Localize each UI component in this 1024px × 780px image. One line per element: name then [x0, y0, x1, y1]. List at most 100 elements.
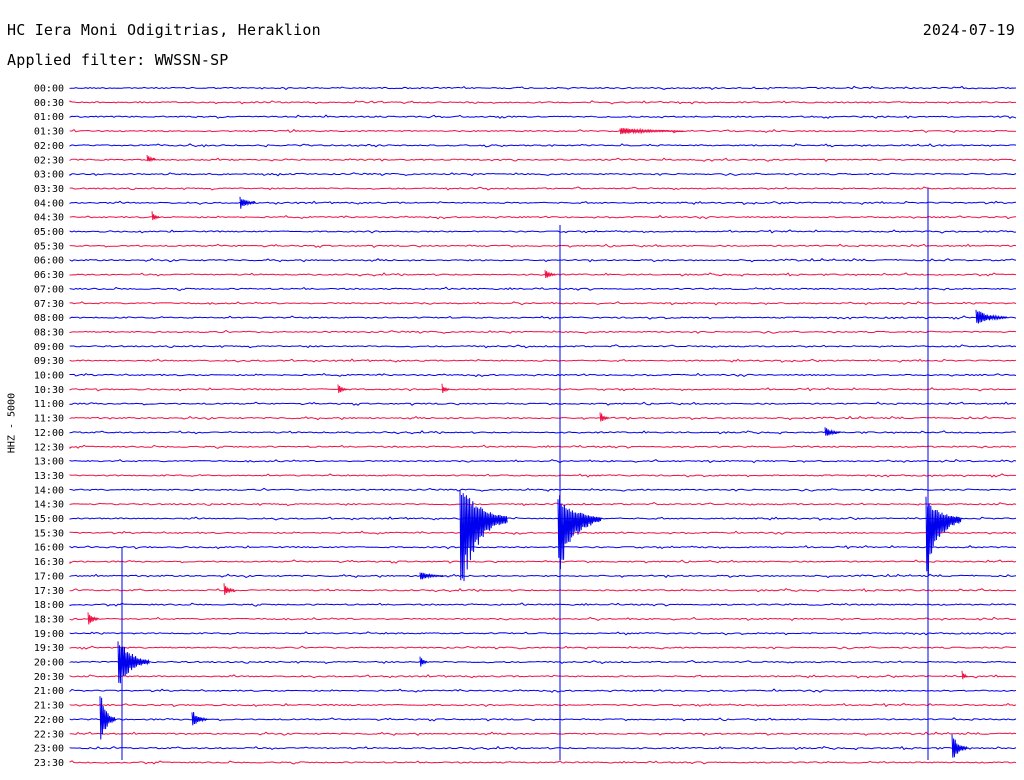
row-label: 11:00	[34, 399, 64, 410]
row-label: 14:30	[34, 500, 64, 511]
row-label: 01:00	[34, 112, 64, 123]
row-label: 18:00	[34, 600, 64, 611]
trace-line	[69, 631, 1017, 636]
row-label: 09:30	[34, 356, 64, 367]
filter-label: Applied filter: WWSSN-SP	[7, 51, 229, 69]
trace-line	[69, 401, 1017, 406]
row-label: 15:30	[34, 528, 64, 539]
row-label: 05:30	[34, 241, 64, 252]
trace-line	[69, 415, 1017, 421]
trace-line	[69, 674, 1017, 679]
trace-line	[69, 731, 1017, 736]
event-burst	[191, 711, 208, 726]
row-label: 02:30	[34, 155, 64, 166]
trace-group	[69, 85, 1017, 765]
row-label: 09:00	[34, 342, 64, 353]
row-label: 01:30	[34, 127, 64, 138]
event-burst	[925, 496, 962, 575]
row-label: 22:00	[34, 715, 64, 726]
trace-line	[69, 745, 1017, 751]
row-label: 19:30	[34, 643, 64, 654]
row-label: 21:30	[34, 701, 64, 712]
row-label: 12:00	[34, 428, 64, 439]
trace-line	[69, 502, 1017, 507]
trace-line	[69, 530, 1017, 536]
trace-line	[69, 114, 1017, 119]
row-label: 02:00	[34, 141, 64, 152]
row-label: 15:00	[34, 514, 64, 525]
row-label: 00:30	[34, 98, 64, 109]
date-label: 2024-07-19	[922, 21, 1015, 39]
row-label: 05:00	[34, 227, 64, 238]
trace-line	[69, 257, 1017, 263]
row-label: 04:30	[34, 213, 64, 224]
row-label: 16:30	[34, 557, 64, 568]
trace-line	[69, 688, 1017, 693]
trace-line	[69, 444, 1017, 450]
event-burst	[117, 641, 150, 684]
trace-line	[69, 760, 1017, 765]
row-label: 12:30	[34, 442, 64, 453]
trace-line	[69, 214, 1017, 220]
row-label-group: 00:00 00:30 01:00 01:30 02:00 02:30 03:00 03:30…	[34, 84, 64, 769]
trace-line	[69, 458, 1017, 464]
event-burst	[975, 309, 1008, 324]
row-label: 13:00	[34, 457, 64, 468]
event-burst	[619, 127, 684, 135]
trace-line	[69, 358, 1017, 363]
trace-line	[69, 387, 1017, 392]
event-burst	[961, 670, 968, 680]
event-burst	[419, 572, 444, 580]
row-label: 23:00	[34, 744, 64, 755]
row-label: 20:30	[34, 672, 64, 683]
event-burst	[419, 656, 428, 667]
row-label: 16:00	[34, 543, 64, 554]
row-label: 17:00	[34, 571, 64, 582]
trace-line	[69, 573, 1017, 579]
trace-line	[69, 286, 1016, 292]
row-label: 03:00	[34, 170, 64, 181]
row-label: 08:00	[34, 313, 64, 324]
row-label: 21:00	[34, 686, 64, 697]
trace-line	[69, 702, 1017, 708]
trace-line	[69, 301, 1017, 306]
trace-line	[69, 487, 1016, 492]
event-burst	[146, 155, 157, 163]
trace-line	[69, 587, 1017, 593]
event-burst	[459, 489, 508, 582]
trace-line	[69, 272, 1017, 277]
event-burst	[557, 495, 602, 570]
trace-line	[69, 315, 1017, 320]
trace-line	[69, 545, 1017, 550]
trace-line	[69, 559, 1017, 564]
row-label: 06:00	[34, 256, 64, 267]
row-label: 18:30	[34, 614, 64, 625]
row-label: 20:00	[34, 658, 64, 669]
trace-line	[69, 243, 1017, 249]
trace-line	[69, 717, 1017, 722]
row-label: 04:00	[34, 198, 64, 209]
trace-line	[69, 329, 1017, 334]
trace-line	[69, 200, 1017, 206]
row-label: 00:00	[34, 84, 64, 95]
row-label: 17:30	[34, 586, 64, 597]
event-burst	[223, 583, 235, 595]
event-burst	[337, 384, 348, 394]
trace-line	[69, 602, 1017, 607]
event-group	[87, 127, 1008, 760]
row-label: 19:00	[34, 629, 64, 640]
trace-line	[69, 473, 1016, 478]
trace-line	[69, 645, 1017, 650]
event-burst	[951, 734, 968, 758]
row-label: 14:00	[34, 485, 64, 496]
event-burst	[151, 211, 160, 221]
row-label: 22:30	[34, 729, 64, 740]
row-label: 23:30	[34, 758, 64, 769]
trace-line	[69, 157, 1017, 162]
row-label: 13:30	[34, 471, 64, 482]
trace-line	[69, 85, 1017, 91]
row-label: 07:30	[34, 299, 64, 310]
row-label: 08:30	[34, 327, 64, 338]
